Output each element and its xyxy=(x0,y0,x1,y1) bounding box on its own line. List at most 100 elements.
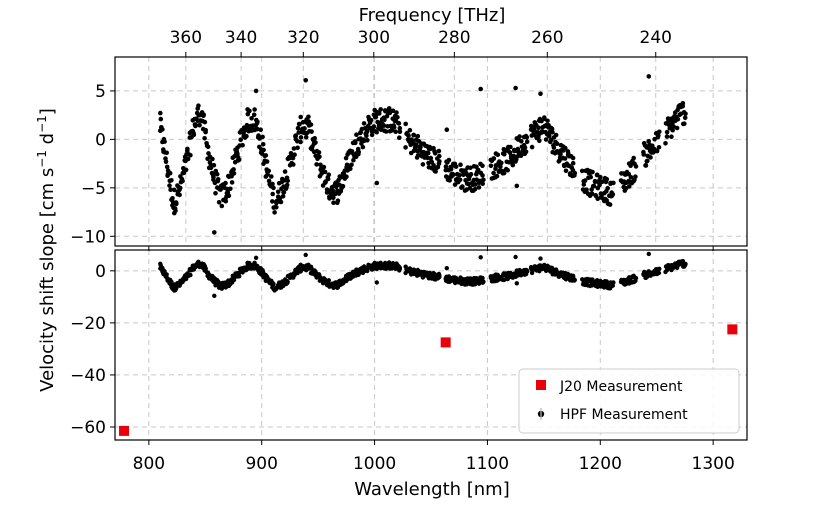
hpf-point xyxy=(270,181,275,187)
hpf-point xyxy=(531,126,537,132)
hpf-point xyxy=(641,141,647,146)
hpf-point xyxy=(522,145,528,150)
hpf-point xyxy=(680,101,686,106)
hpf-point xyxy=(197,122,202,128)
y-tick-label: −5 xyxy=(81,179,106,199)
hpf-point xyxy=(480,181,486,186)
hpf-point xyxy=(191,131,196,136)
hpf-point xyxy=(253,88,259,94)
hpf-point xyxy=(611,280,616,285)
hpf-point xyxy=(581,182,587,187)
hpf-point xyxy=(295,145,300,151)
hpf-point xyxy=(275,189,281,195)
hpf-point xyxy=(338,175,344,180)
top-tick-label: 260 xyxy=(531,28,563,48)
hpf-point xyxy=(607,202,613,207)
top-tick-label: 240 xyxy=(640,28,672,48)
hpf-point xyxy=(451,172,456,177)
hpf-point xyxy=(528,123,534,129)
hpf-point xyxy=(318,162,323,168)
hpf-point xyxy=(255,263,260,269)
top-tick-label: 300 xyxy=(358,28,390,48)
hpf-point xyxy=(298,139,303,145)
hpf-point xyxy=(505,167,511,173)
hpf-point xyxy=(202,136,207,141)
hpf-point xyxy=(260,268,265,273)
hpf-point xyxy=(514,157,519,162)
hpf-point xyxy=(378,107,384,112)
hpf-point xyxy=(349,162,354,168)
hpf-point xyxy=(584,187,589,193)
hpf-point xyxy=(260,142,266,147)
y-axis-title-exp2: −1 xyxy=(35,115,49,133)
hpf-point xyxy=(491,170,496,176)
hpf-point xyxy=(656,270,662,276)
hpf-point xyxy=(332,191,338,197)
hpf-point xyxy=(364,128,370,134)
hpf-point xyxy=(231,171,237,176)
hpf-point xyxy=(284,182,290,188)
hpf-point xyxy=(498,164,503,169)
hpf-point xyxy=(683,262,688,268)
hpf-point xyxy=(263,153,269,158)
y-tick-label: 0 xyxy=(95,130,106,150)
hpf-point xyxy=(570,160,576,166)
hpf-point xyxy=(452,182,458,187)
hpf-point xyxy=(468,276,473,281)
hpf-point xyxy=(502,151,507,157)
hpf-point xyxy=(280,194,286,199)
hpf-point xyxy=(213,191,218,196)
hpf-point xyxy=(436,148,442,154)
legend: J20 Measurement HPF Measurement xyxy=(518,368,740,434)
hpf-point xyxy=(468,165,473,171)
hpf-point xyxy=(592,178,598,184)
hpf-point xyxy=(550,129,555,135)
hpf-point xyxy=(295,125,301,131)
hpf-point xyxy=(266,168,272,174)
hpf-point xyxy=(193,123,198,129)
hpf-point xyxy=(407,127,413,133)
hpf-point xyxy=(425,155,430,161)
hpf-point xyxy=(264,159,270,164)
hpf-point xyxy=(361,121,367,126)
hpf-point xyxy=(177,192,182,198)
hpf-point xyxy=(302,126,307,131)
hpf-point xyxy=(633,174,638,179)
hpf-point xyxy=(518,153,524,158)
hpf-point xyxy=(216,200,222,205)
hpf-point xyxy=(675,116,681,122)
hpf-point xyxy=(563,145,568,151)
hpf-point xyxy=(491,156,497,161)
hpf-point xyxy=(656,133,661,138)
hpf-point xyxy=(513,85,518,91)
hpf-point xyxy=(397,125,403,131)
y-axis-title-unit: d xyxy=(37,133,58,150)
hpf-point xyxy=(397,129,403,134)
hpf-point xyxy=(494,173,500,179)
hpf-point xyxy=(448,166,454,172)
hpf-point xyxy=(633,278,638,283)
hpf-point xyxy=(298,114,304,120)
hpf-point xyxy=(374,129,380,135)
hpf-point xyxy=(604,176,610,182)
hpf-point xyxy=(348,166,353,171)
hpf-point xyxy=(529,270,535,276)
hpf-point xyxy=(360,144,366,150)
hpf-point xyxy=(472,186,478,192)
hpf-point xyxy=(274,205,279,210)
hpf-point xyxy=(466,181,471,187)
hpf-point xyxy=(173,208,178,214)
hpf-point xyxy=(368,117,374,123)
hpf-point xyxy=(255,119,260,125)
hpf-point xyxy=(266,178,272,184)
y-tick-label: −10 xyxy=(70,227,106,247)
hpf-point xyxy=(223,198,229,204)
x-tick-label: 1200 xyxy=(579,454,622,474)
y-tick-label: 0 xyxy=(95,262,106,282)
hpf-point xyxy=(524,268,529,273)
hpf-point xyxy=(476,185,482,190)
hpf-point xyxy=(395,115,400,120)
hpf-point xyxy=(236,157,242,163)
hpf-point xyxy=(168,187,173,192)
